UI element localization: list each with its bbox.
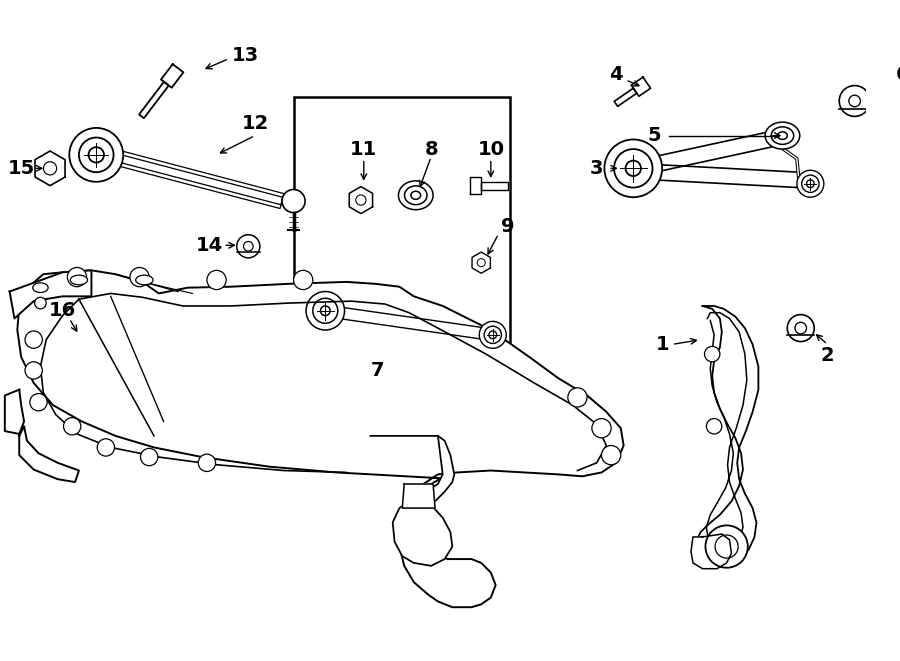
Circle shape <box>130 268 149 287</box>
Polygon shape <box>631 77 651 97</box>
Circle shape <box>207 270 226 290</box>
Text: 14: 14 <box>196 236 223 255</box>
Polygon shape <box>402 484 435 508</box>
Circle shape <box>282 190 305 213</box>
Circle shape <box>788 315 814 342</box>
Polygon shape <box>654 165 799 188</box>
Polygon shape <box>10 270 92 319</box>
Circle shape <box>706 525 748 568</box>
Ellipse shape <box>399 181 433 210</box>
Text: 13: 13 <box>232 46 259 65</box>
Polygon shape <box>652 132 771 172</box>
Polygon shape <box>112 149 284 208</box>
Text: 16: 16 <box>49 301 76 321</box>
Polygon shape <box>17 270 624 607</box>
Text: 4: 4 <box>609 65 623 85</box>
Circle shape <box>796 171 824 197</box>
Circle shape <box>839 85 870 116</box>
Circle shape <box>601 446 621 465</box>
Circle shape <box>592 418 611 438</box>
Polygon shape <box>19 426 79 482</box>
Ellipse shape <box>765 122 800 149</box>
Text: 7: 7 <box>371 361 384 380</box>
Circle shape <box>605 139 662 197</box>
Polygon shape <box>112 153 283 205</box>
Text: 8: 8 <box>425 139 438 159</box>
Polygon shape <box>371 436 454 566</box>
Bar <box>293 97 510 361</box>
Circle shape <box>705 346 720 362</box>
Text: 3: 3 <box>590 159 604 178</box>
Circle shape <box>97 439 114 456</box>
Polygon shape <box>697 306 759 563</box>
Polygon shape <box>470 177 482 194</box>
Ellipse shape <box>32 283 48 292</box>
Circle shape <box>68 268 86 287</box>
Text: 12: 12 <box>241 114 269 133</box>
Text: 15: 15 <box>7 159 35 178</box>
Polygon shape <box>691 534 732 568</box>
Circle shape <box>64 418 81 435</box>
Circle shape <box>237 235 260 258</box>
Text: 11: 11 <box>350 139 377 159</box>
Polygon shape <box>349 186 373 214</box>
Polygon shape <box>35 151 65 186</box>
Text: 9: 9 <box>501 217 515 235</box>
Ellipse shape <box>136 275 153 285</box>
Ellipse shape <box>70 275 87 285</box>
Text: 10: 10 <box>477 139 504 159</box>
Circle shape <box>25 331 42 348</box>
Text: 5: 5 <box>648 126 662 145</box>
Polygon shape <box>614 88 637 106</box>
Circle shape <box>706 418 722 434</box>
Circle shape <box>69 128 123 182</box>
Circle shape <box>306 292 345 330</box>
Circle shape <box>34 297 46 309</box>
Polygon shape <box>4 390 24 434</box>
Polygon shape <box>325 305 493 340</box>
Circle shape <box>30 393 47 411</box>
Text: 2: 2 <box>821 346 834 365</box>
Circle shape <box>293 270 313 290</box>
Circle shape <box>568 388 587 407</box>
Circle shape <box>25 362 42 379</box>
Text: 1: 1 <box>655 335 669 354</box>
Text: 6: 6 <box>896 65 900 85</box>
Polygon shape <box>161 64 184 88</box>
Polygon shape <box>482 182 508 190</box>
Circle shape <box>198 454 216 471</box>
Polygon shape <box>140 82 169 118</box>
Circle shape <box>480 321 506 348</box>
Polygon shape <box>472 252 491 273</box>
Circle shape <box>140 448 158 466</box>
